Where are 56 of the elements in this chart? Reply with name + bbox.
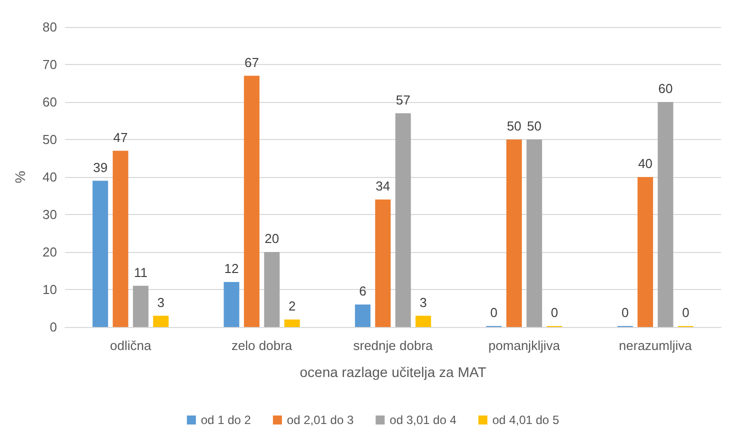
data-label: 50 [506,118,522,134]
y-axis-title: % [12,170,28,184]
data-label: 0 [622,305,629,320]
bar [132,286,148,327]
legend-label: od 4,01 do 5 [492,413,560,427]
x-axis-title: ocena razlage učitelja za MAT [300,364,487,380]
y-tick-label: 50 [42,132,57,147]
bar [526,140,542,327]
y-tick-label: 40 [42,170,57,184]
bar [658,102,674,327]
y-tick-label: 70 [42,57,57,72]
data-label: 0 [550,305,558,320]
y-tick-label: 80 [42,20,57,34]
data-label: 11 [134,264,148,280]
data-label: 39 [93,160,108,175]
bar [375,200,391,327]
data-label: 0 [490,305,498,320]
bar [264,252,280,327]
bar [354,304,370,327]
y-tick-label: 20 [42,244,57,260]
data-label: 34 [376,178,390,194]
x-tick-label: srednje dobra [353,338,434,353]
bar [506,140,522,327]
y-tick-label: 60 [42,94,57,110]
x-tick-label: pomanjkljiva [488,338,561,353]
data-label: 2 [288,298,296,314]
data-label: 47 [113,130,128,145]
y-tick-label: 30 [42,207,57,222]
data-label: 0 [682,305,690,320]
legend-label: od 2,01 do 3 [286,413,354,427]
data-label: 67 [244,54,259,70]
data-label: 60 [658,81,673,96]
legend-label: od 3,01 do 4 [390,413,457,427]
bar [638,177,654,327]
bar [112,150,128,327]
data-label: 40 [638,156,653,171]
bar [224,282,240,327]
data-label: 50 [527,118,542,134]
y-tick-label: 0 [50,320,57,334]
data-label: 6 [359,284,366,298]
data-label: 20 [264,231,280,246]
bar [395,113,411,327]
legend-label: od 1 do 2 [200,413,252,427]
bar [92,180,108,327]
data-label: 57 [396,92,410,108]
x-tick-label: zelo dobra [231,338,293,353]
y-tick-label: 10 [42,282,57,297]
bar [416,316,432,327]
x-tick-label: nerazumljiva [618,338,693,353]
bar [244,76,260,327]
data-label: 12 [224,261,239,276]
x-tick-label: odlična [110,338,152,353]
data-label: 3 [157,294,164,310]
bar [153,316,169,327]
data-label: 3 [420,294,427,310]
bar [284,320,300,327]
